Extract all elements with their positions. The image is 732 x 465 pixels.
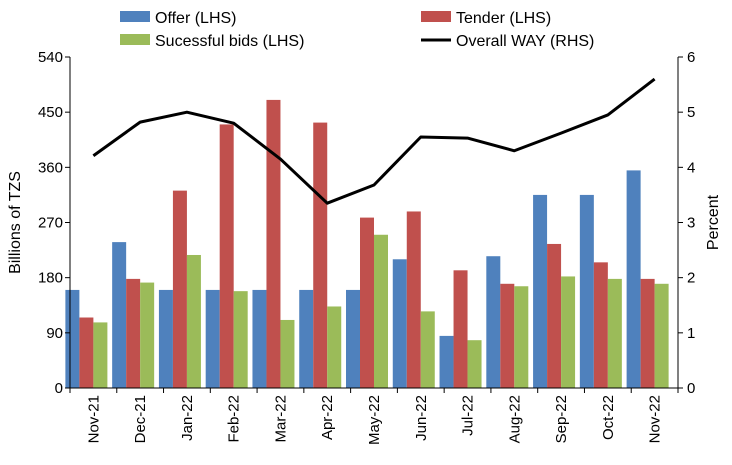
right-tick-label: 2 — [687, 270, 695, 287]
x-tick-label-nov-21: Nov-21 — [85, 395, 102, 443]
bar-tender-mar-22 — [266, 100, 280, 388]
bar-tender-apr-22 — [313, 123, 327, 388]
x-tick-label-apr-22: Apr-22 — [319, 395, 336, 440]
x-tick-label-mar-22: Mar-22 — [272, 395, 289, 443]
bar-tender-nov-21 — [79, 318, 93, 388]
left-tick-label: 540 — [38, 49, 63, 66]
bar-sucessful-jul-22 — [468, 340, 482, 388]
left-tick-label: 450 — [38, 104, 63, 121]
bar-sucessful-aug-22 — [514, 286, 528, 388]
bar-sucessful-nov-21 — [93, 322, 107, 388]
x-tick-label-aug-22: Aug-22 — [506, 395, 523, 443]
bar-sucessful-feb-22 — [234, 291, 248, 388]
right-tick-label: 4 — [687, 159, 695, 176]
bar-tender-dec-21 — [126, 279, 140, 388]
legend-label-offer: Offer (LHS) — [155, 10, 237, 27]
bar-tender-may-22 — [360, 218, 374, 388]
x-tick-label-may-22: May-22 — [366, 395, 383, 445]
bar-sucessful-nov-22 — [655, 284, 669, 388]
bar-tender-jan-22 — [173, 191, 187, 388]
bar-series-group — [65, 100, 668, 388]
bar-offer-jan-22 — [159, 290, 173, 388]
x-tick-label-dec-21: Dec-21 — [132, 395, 149, 443]
bar-tender-jul-22 — [454, 270, 468, 388]
legend: Offer (LHS) Tender (LHS) Sucessful bids (L… — [120, 10, 594, 50]
x-tick-label-feb-22: Feb-22 — [226, 395, 243, 443]
bar-offer-apr-22 — [299, 290, 313, 388]
bar-offer-feb-22 — [206, 290, 220, 388]
bar-offer-aug-22 — [486, 256, 500, 388]
legend-swatch-offer — [120, 11, 150, 22]
bar-tender-jun-22 — [407, 211, 421, 388]
y-axis-title-right: Percent — [705, 194, 722, 250]
bar-sucessful-sep-22 — [561, 276, 575, 388]
left-tick-label: 270 — [38, 215, 63, 232]
bar-sucessful-mar-22 — [280, 320, 294, 388]
bar-offer-jul-22 — [440, 336, 454, 388]
bar-offer-nov-21 — [65, 290, 79, 388]
bar-offer-mar-22 — [252, 290, 266, 388]
right-tick-label: 1 — [687, 325, 695, 342]
left-tick-label: 90 — [46, 325, 63, 342]
legend-swatch-tender — [421, 11, 451, 22]
bar-offer-jun-22 — [393, 259, 407, 388]
legend-swatch-sucessful — [120, 34, 150, 45]
bar-offer-sep-22 — [533, 195, 547, 388]
bar-sucessful-jun-22 — [421, 311, 435, 388]
left-tick-label: 180 — [38, 270, 63, 287]
right-tick-label: 0 — [687, 380, 695, 397]
left-tick-label: 360 — [38, 159, 63, 176]
bar-tender-aug-22 — [500, 284, 514, 388]
line-series-group — [93, 79, 654, 203]
bar-offer-oct-22 — [580, 195, 594, 388]
x-tick-label-sep-22: Sep-22 — [553, 395, 570, 443]
bar-offer-may-22 — [346, 290, 360, 388]
bar-tender-feb-22 — [220, 124, 234, 388]
left-tick-label: 0 — [55, 380, 63, 397]
legend-label-tender: Tender (LHS) — [456, 10, 551, 27]
right-tick-label: 6 — [687, 49, 695, 66]
right-tick-label: 5 — [687, 104, 695, 121]
x-tick-label-jun-22: Jun-22 — [413, 395, 430, 441]
legend-label-overall: Overall WAY (RHS) — [456, 33, 594, 50]
bar-tender-oct-22 — [594, 262, 608, 388]
right-tick-label: 3 — [687, 215, 695, 232]
x-tick-label-oct-22: Oct-22 — [600, 395, 617, 440]
legend-label-sucessful: Sucessful bids (LHS) — [155, 33, 304, 50]
x-tick-label-jan-22: Jan-22 — [179, 395, 196, 441]
bar-sucessful-apr-22 — [327, 306, 341, 388]
bar-offer-dec-21 — [112, 242, 126, 388]
y-axis-title-left: Billions of TZS — [7, 171, 24, 274]
x-tick-label-nov-22: Nov-22 — [647, 395, 664, 443]
bar-sucessful-dec-21 — [140, 283, 154, 388]
line-overall-way — [93, 79, 654, 203]
x-tick-label-jul-22: Jul-22 — [460, 395, 477, 436]
bar-sucessful-may-22 — [374, 235, 388, 388]
bar-tender-nov-22 — [641, 279, 655, 388]
bar-sucessful-oct-22 — [608, 279, 622, 388]
bar-offer-nov-22 — [627, 170, 641, 388]
bar-sucessful-jan-22 — [187, 255, 201, 388]
bar-tender-sep-22 — [547, 244, 561, 388]
